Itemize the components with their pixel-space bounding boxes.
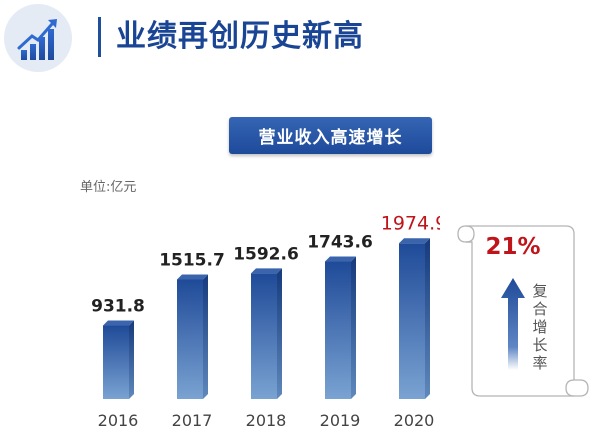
tick-label-2017: 2017 [172,411,213,430]
bar-side [425,238,430,399]
data-label-2020: 1974.9 [381,212,440,234]
bar-top [103,320,134,326]
bar-top [325,256,356,262]
data-label-2018: 1592.6 [233,244,299,264]
page-title: 业绩再创历史新高 [116,19,364,54]
growth-rate-label: 复合增长率 [532,282,548,372]
bar-side [351,256,356,399]
bar-chart-growth-icon [4,4,72,72]
chart-title: 营业收入高速增长 [229,117,432,154]
bar-top [399,238,430,244]
title-divider [98,17,101,57]
bar-2019 [325,261,351,399]
bar-side [277,268,282,399]
bar-2018 [251,273,277,399]
bar-2020 [399,243,425,399]
scroll-card [457,225,589,397]
tick-label-2019: 2019 [320,411,361,430]
data-label-2016: 931.8 [91,297,145,317]
up-arrow-icon [501,278,525,370]
revenue-bar-chart: 931.8 2016 1515.7 2017 1592.6 2018 1743.6 2019 1… [91,212,440,430]
bar-top [177,274,208,280]
bar-side [203,274,208,399]
tick-label-2016: 2016 [98,411,139,430]
tick-label-2018: 2018 [246,411,287,430]
growth-rate-value: 21% [485,234,541,260]
bar-2016 [103,325,129,399]
bar-top [251,268,282,274]
data-label-2019: 1743.6 [307,233,373,253]
unit-label: 单位:亿元 [80,180,137,195]
data-label-2017: 1515.7 [159,250,225,270]
bar-side [129,320,134,399]
tick-label-2020: 2020 [394,411,435,430]
bar-2017 [177,279,203,399]
